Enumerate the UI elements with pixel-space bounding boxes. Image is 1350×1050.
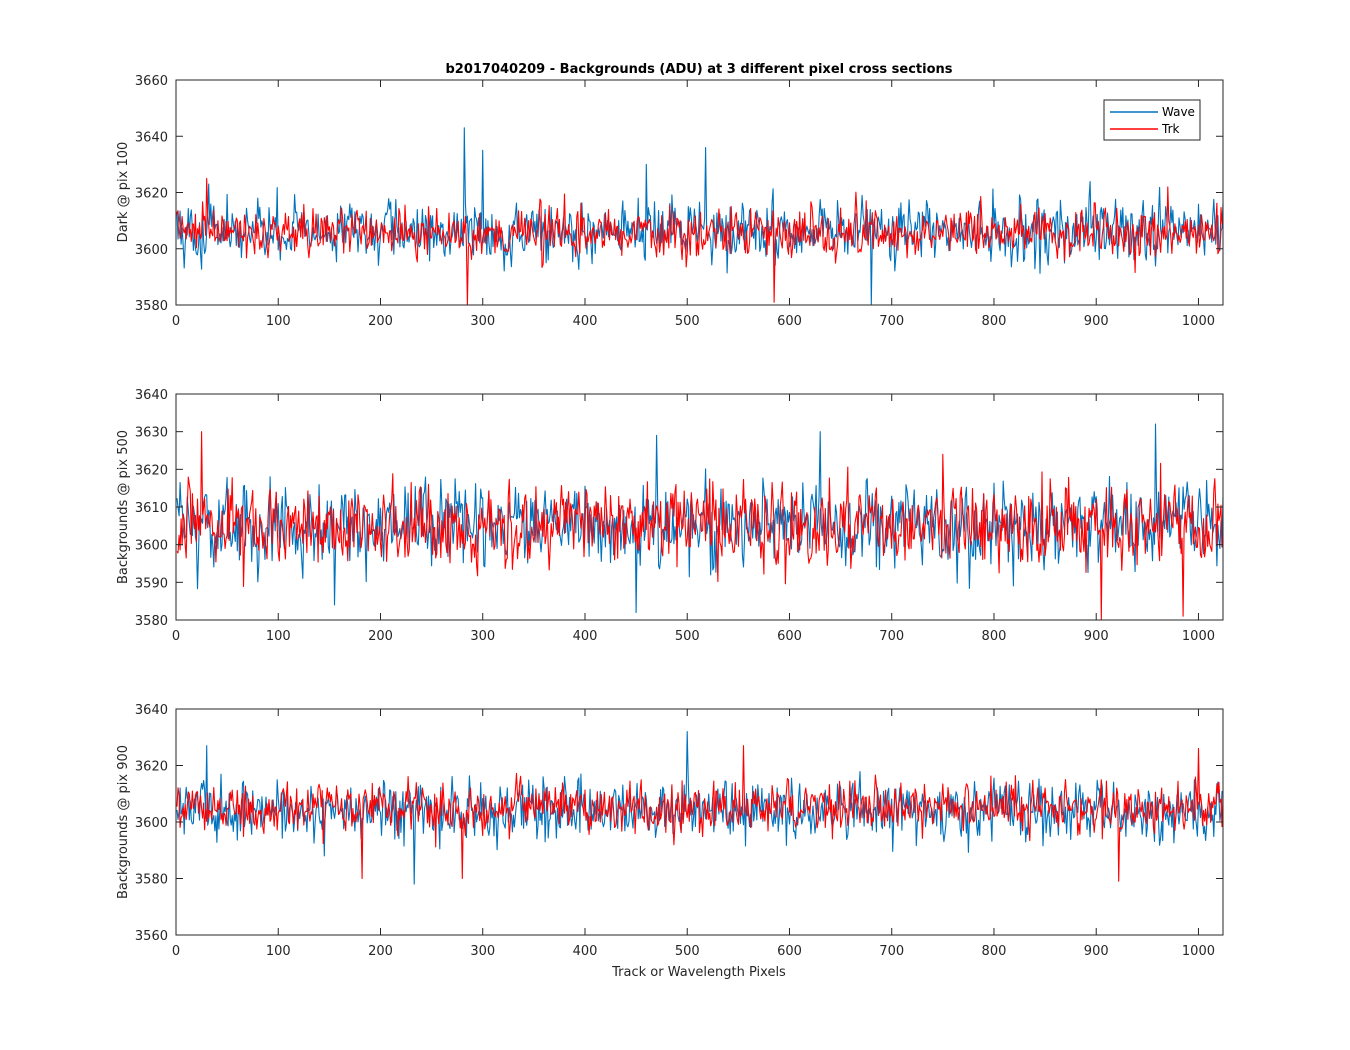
series-line-trk (176, 431, 1224, 621)
x-tick-label: 0 (172, 314, 180, 329)
legend-box (1103, 99, 1201, 141)
y-axis-label: Dark @ pix 100 (116, 142, 131, 243)
y-tick-label: 3600 (135, 816, 168, 831)
y-tick-label: 3580 (135, 873, 168, 888)
series-layer (176, 127, 1224, 306)
x-tick-label: 1000 (1182, 944, 1215, 959)
x-tick-label: 200 (368, 629, 393, 644)
x-tick-label: 800 (982, 314, 1007, 329)
series-line-trk (176, 177, 1224, 306)
tick-layer: 0 100 200 300 400 500 600 700 800 900 1000 3580 3590… (135, 388, 1223, 644)
x-tick-label: 0 (172, 629, 180, 644)
y-tick-label: 3640 (135, 130, 168, 145)
x-tick-label: 900 (1084, 944, 1109, 959)
y-tick-label: 3600 (135, 539, 168, 554)
panel-backgrounds-pix-900: 0 100 200 300 400 500 600 700 800 900 1000 3560 3580… (116, 703, 1224, 959)
y-tick-label: 3620 (135, 187, 168, 202)
y-tick-label: 3640 (135, 388, 168, 403)
x-tick-label: 800 (982, 629, 1007, 644)
y-tick-label: 3610 (135, 501, 168, 516)
legend-label-wave: Wave (1162, 105, 1195, 119)
x-tick-label: 200 (368, 314, 393, 329)
x-tick-label: 600 (777, 629, 802, 644)
x-tick-label: 200 (368, 944, 393, 959)
x-tick-label: 300 (470, 944, 495, 959)
x-tick-label: 300 (470, 314, 495, 329)
x-tick-label: 900 (1084, 629, 1109, 644)
y-tick-label: 3580 (135, 614, 168, 629)
y-tick-label: 3620 (135, 463, 168, 478)
x-tick-label: 100 (266, 314, 291, 329)
x-tick-label: 500 (675, 314, 700, 329)
x-tick-label: 300 (470, 629, 495, 644)
y-tick-label: 3660 (135, 74, 168, 89)
tick-layer: 0 100 200 300 400 500 600 700 800 900 1000 3560 3580… (135, 703, 1223, 959)
x-tick-label: 900 (1084, 314, 1109, 329)
x-tick-label: 600 (777, 314, 802, 329)
panel-backgrounds-pix-500: 0 100 200 300 400 500 600 700 800 900 1000 3580 3590… (116, 388, 1224, 644)
legend-label-trk: Trk (1161, 122, 1180, 136)
series-layer (176, 731, 1224, 885)
x-tick-label: 100 (266, 944, 291, 959)
y-axis-label: Backgrounds @ pix 500 (116, 430, 131, 584)
x-tick-label: 1000 (1182, 314, 1215, 329)
series-line-wave (176, 731, 1224, 885)
y-tick-label: 3600 (135, 243, 168, 258)
x-tick-label: 1000 (1182, 629, 1215, 644)
y-tick-label: 3640 (135, 703, 168, 718)
tick-layer: 0 100 200 300 400 500 600 700 800 900 1000 3580 3600… (135, 74, 1223, 329)
x-tick-label: 100 (266, 629, 291, 644)
x-tick-label: 700 (879, 944, 904, 959)
series-layer (176, 423, 1224, 621)
y-tick-label: 3620 (135, 760, 168, 775)
x-axis-label: Track or Wavelength Pixels (611, 965, 786, 980)
y-tick-label: 3560 (135, 929, 168, 944)
x-tick-label: 500 (675, 629, 700, 644)
x-tick-label: 700 (879, 629, 904, 644)
legend[interactable]: Wave Trk (1103, 99, 1201, 141)
y-tick-label: 3590 (135, 576, 168, 591)
axes-box (175, 79, 1224, 306)
x-tick-label: 800 (982, 944, 1007, 959)
series-line-trk (176, 745, 1224, 882)
x-tick-label: 500 (675, 944, 700, 959)
y-axis-label: Backgrounds @ pix 900 (116, 745, 131, 899)
x-tick-label: 0 (172, 944, 180, 959)
x-tick-label: 600 (777, 944, 802, 959)
x-tick-label: 400 (573, 629, 598, 644)
chart-title: b2017040209 - Backgrounds (ADU) at 3 dif… (445, 62, 952, 77)
y-tick-label: 3580 (135, 299, 168, 314)
y-tick-label: 3630 (135, 426, 168, 441)
x-tick-label: 400 (573, 314, 598, 329)
x-tick-label: 700 (879, 314, 904, 329)
x-tick-label: 400 (573, 944, 598, 959)
panel-dark-pix-100: 0 100 200 300 400 500 600 700 800 900 1000 3580 3600… (116, 74, 1224, 329)
axes-box (175, 393, 1224, 621)
